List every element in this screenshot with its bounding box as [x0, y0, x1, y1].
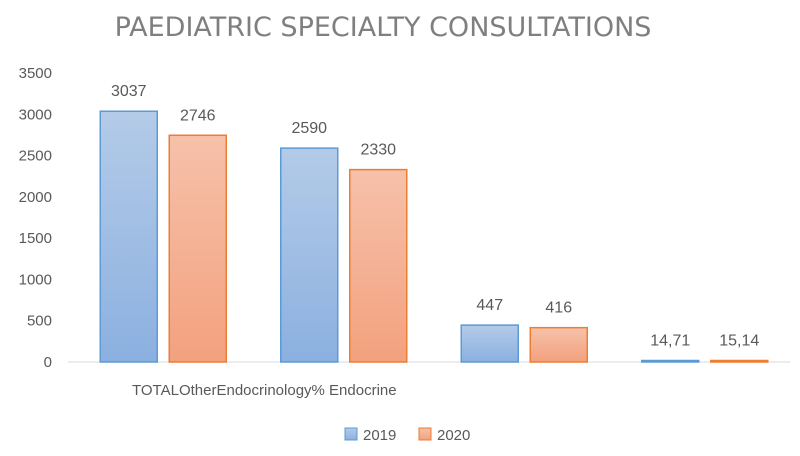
data-label-2020-1: 2330 — [360, 142, 396, 159]
legend: 2019 2020 — [344, 427, 470, 444]
y-tick-label: 3500 — [19, 65, 52, 82]
y-tick-label: 2000 — [19, 189, 52, 206]
chart-title: PAEDIATRIC SPECIALTY CONSULTATIONS — [115, 12, 652, 43]
bar-2020-2 — [529, 326, 588, 363]
bar-2020-1 — [349, 168, 408, 363]
bar-2019-2 — [460, 324, 519, 363]
y-axis: 0 500 1000 1500 2000 2500 3000 3500 — [19, 65, 52, 371]
bar-2019-1 — [280, 147, 339, 363]
bar-2019-3 — [641, 359, 700, 363]
y-tick-label: 3000 — [19, 106, 52, 123]
bar-2020-3 — [710, 359, 769, 363]
bar-2019-0 — [99, 110, 158, 363]
legend-label-2020: 2020 — [437, 427, 470, 444]
bar-2020-0 — [168, 134, 227, 363]
y-tick-label: 1500 — [19, 230, 52, 247]
data-label-2019-2: 447 — [476, 297, 503, 314]
legend-swatch-2019 — [344, 427, 358, 441]
data-label-2020-3: 15,14 — [719, 333, 759, 350]
data-label-2020-2: 416 — [545, 300, 572, 317]
y-tick-label: 2500 — [19, 148, 52, 165]
y-tick-label: 500 — [27, 313, 52, 330]
legend-swatch-2020 — [418, 427, 432, 441]
y-tick-label: 0 — [44, 354, 52, 371]
bars — [99, 110, 769, 363]
y-tick-label: 1000 — [19, 271, 52, 288]
data-labels: 3037 2590 447 14,71 2746 2330 416 15,14 — [111, 83, 759, 349]
legend-label-2019: 2019 — [363, 427, 396, 444]
data-label-2020-0: 2746 — [180, 107, 216, 124]
category-axis-label: TOTALOtherEndocrinology% Endocrine — [132, 382, 397, 399]
data-label-2019-0: 3037 — [111, 83, 147, 100]
data-label-2019-3: 14,71 — [650, 333, 690, 350]
data-label-2019-1: 2590 — [291, 120, 327, 137]
